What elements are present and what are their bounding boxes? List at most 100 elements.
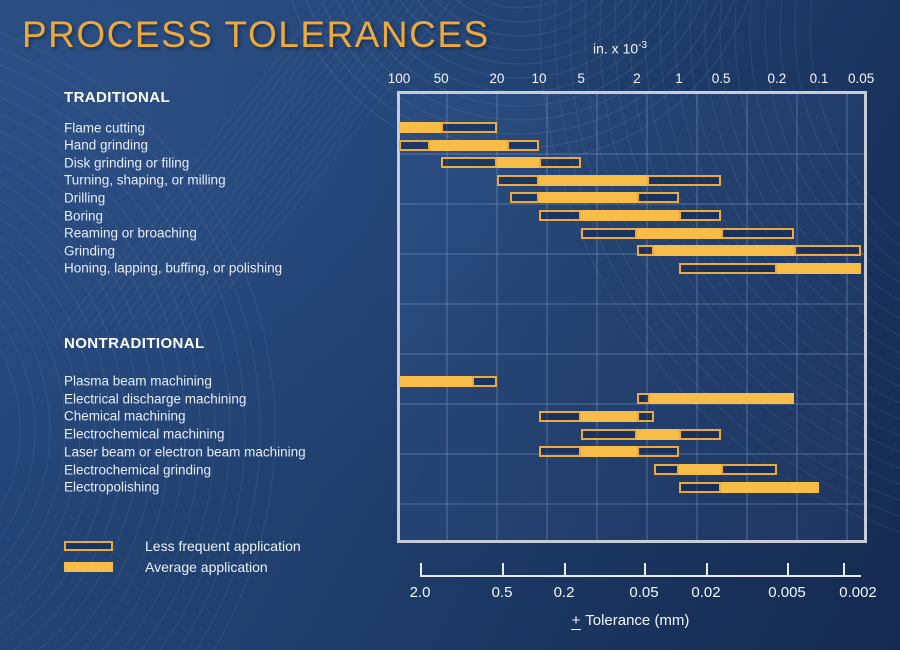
bottom-axis-tick-label: 0.002	[839, 584, 877, 601]
less-frequent-application-bar	[581, 227, 637, 239]
process-label: Electrochemical machining	[64, 426, 225, 442]
process-label: Plasma beam machining	[64, 373, 212, 389]
average-application-bar	[581, 446, 637, 458]
legend-label: Average application	[145, 559, 268, 575]
average-application-bar	[430, 139, 507, 151]
horizontal-gridline	[400, 153, 864, 155]
top-axis-tick-label: 0.5	[711, 71, 731, 86]
legend-swatch-less-frequent	[64, 541, 113, 551]
bottom-axis-tick	[787, 563, 789, 575]
bottom-axis-line	[420, 575, 861, 577]
process-label: Electropolishing	[64, 479, 160, 495]
less-frequent-application-bar	[539, 410, 582, 422]
less-frequent-application-bar	[679, 210, 722, 221]
vertical-gridline	[496, 94, 498, 540]
vertical-gridline	[596, 94, 598, 540]
bottom-axis-tick-label: 0.2	[553, 584, 575, 601]
bottom-axis-tick-label: 0.005	[768, 584, 806, 601]
vertical-gridline	[696, 94, 698, 540]
average-application-bar	[636, 227, 722, 239]
top-axis-tick-label: 10	[531, 71, 547, 86]
vertical-gridline	[846, 94, 848, 540]
top-axis-tick-label: 5	[577, 71, 585, 86]
average-application-bar	[776, 262, 862, 274]
top-axis-tick-label: 0.1	[809, 71, 829, 86]
vertical-gridline	[796, 94, 798, 540]
bottom-axis-tick-label: 0.05	[629, 584, 659, 601]
top-axis-tick-label: 20	[489, 71, 505, 86]
average-application-bar	[636, 428, 679, 440]
process-label: Drilling	[64, 190, 106, 206]
bottom-axis-tick-label: 0.02	[691, 584, 721, 601]
process-label: Flame cutting	[64, 120, 146, 135]
less-frequent-application-bar	[654, 464, 679, 475]
bottom-axis-tick	[644, 563, 646, 575]
horizontal-gridline	[400, 203, 864, 205]
average-application-bar	[679, 464, 722, 475]
less-frequent-application-bar	[496, 174, 539, 186]
bottom-axis-unit: Tolerance (mm)	[585, 612, 690, 629]
less-frequent-application-bar	[510, 192, 539, 204]
top-axis-title: in. x 10-3	[593, 40, 647, 57]
average-application-bar	[539, 174, 647, 186]
process-label: Reaming or broaching	[64, 225, 197, 241]
process-label: Grinding	[64, 243, 116, 259]
top-axis-unit: in. x 10	[593, 40, 639, 57]
legend-swatch-average	[64, 562, 113, 572]
less-frequent-application-bar	[399, 139, 431, 151]
bottom-axis-tick-label: 2.0	[409, 584, 431, 601]
horizontal-gridline	[400, 253, 864, 255]
average-application-bar	[399, 375, 473, 387]
less-frequent-application-bar	[636, 446, 679, 458]
plus-minus-symbol: +	[570, 612, 582, 630]
process-label: Electrical discharge machining	[64, 391, 247, 407]
horizontal-gridline	[400, 403, 864, 405]
less-frequent-application-bar	[636, 192, 679, 204]
top-axis-tick-label: 50	[433, 71, 449, 86]
less-frequent-application-bar	[581, 428, 637, 440]
top-axis-tick-label: 1	[675, 71, 683, 86]
section-header-traditional: TRADITIONAL	[64, 89, 171, 106]
process-label: Chemical machining	[64, 408, 186, 424]
less-frequent-application-bar	[506, 139, 539, 151]
less-frequent-application-bar	[441, 122, 497, 133]
bottom-axis-tick-label: 0.5	[491, 584, 513, 601]
less-frequent-application-bar	[441, 157, 497, 169]
process-label: Turning, shaping, or milling	[64, 172, 226, 188]
process-label: Boring	[64, 208, 104, 223]
less-frequent-application-bar	[679, 481, 722, 493]
average-application-bar	[539, 192, 637, 204]
less-frequent-application-bar	[679, 428, 722, 440]
process-label: Laser beam or electron beam machining	[64, 444, 306, 460]
less-frequent-application-bar	[472, 375, 497, 387]
less-frequent-application-bar	[636, 393, 651, 405]
vertical-gridline	[446, 94, 448, 540]
top-axis-tick-label: 2	[633, 71, 641, 86]
less-frequent-application-bar	[646, 174, 722, 186]
average-application-bar	[581, 410, 637, 422]
average-application-bar	[654, 245, 795, 257]
top-axis-tick-label: 100	[387, 71, 411, 86]
legend-label: Less frequent application	[145, 538, 301, 554]
vertical-gridline	[646, 94, 648, 540]
average-application-bar	[496, 157, 539, 169]
process-label: Electrochemical grinding	[64, 462, 212, 477]
less-frequent-application-bar	[539, 210, 582, 221]
bottom-axis-tick	[502, 563, 504, 575]
process-label: Hand grinding	[64, 137, 149, 153]
bottom-axis-tick	[843, 563, 845, 575]
top-axis-exponent: -3	[638, 40, 648, 51]
horizontal-gridline	[400, 303, 864, 305]
vertical-gridline	[546, 94, 548, 540]
average-application-bar	[399, 122, 442, 133]
horizontal-gridline	[400, 503, 864, 505]
less-frequent-application-bar	[679, 262, 777, 274]
less-frequent-application-bar	[794, 245, 862, 257]
less-frequent-application-bar	[539, 157, 582, 169]
average-application-bar	[650, 393, 795, 405]
less-frequent-application-bar	[539, 446, 582, 458]
average-application-bar	[721, 481, 819, 493]
section-header-nontraditional: NONTRADITIONAL	[64, 335, 205, 352]
page-title: PROCESS TOLERANCES	[22, 14, 490, 55]
bottom-axis-tick	[420, 563, 422, 575]
